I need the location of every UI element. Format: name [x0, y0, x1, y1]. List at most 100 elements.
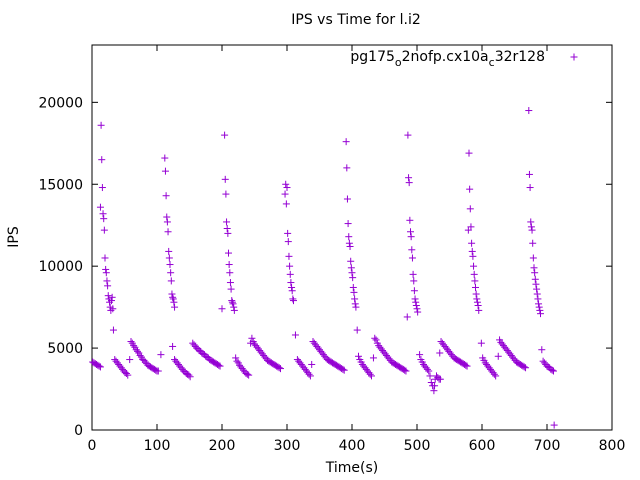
data-point [405, 174, 413, 182]
data-point [124, 371, 132, 379]
data-point [283, 184, 291, 192]
data-point [228, 298, 236, 306]
data-point [185, 371, 193, 379]
data-point [215, 361, 223, 369]
data-point [533, 285, 541, 293]
x-tick-label: 600 [469, 438, 496, 454]
x-tick-label: 400 [339, 438, 366, 454]
data-point [531, 269, 539, 277]
data-point [410, 277, 418, 285]
data-point [475, 306, 483, 314]
data-point [352, 303, 360, 311]
data-point [108, 297, 115, 305]
data-point [186, 373, 194, 381]
x-axis-label: Time(s) [325, 460, 378, 476]
data-point [466, 205, 474, 213]
data-point [474, 301, 482, 309]
data-points [89, 107, 558, 429]
data-point [104, 292, 112, 300]
data-point [535, 303, 543, 311]
data-point [104, 282, 112, 290]
data-point [345, 233, 353, 241]
data-point [471, 277, 479, 285]
data-point [291, 331, 299, 339]
data-point [372, 336, 380, 344]
data-point [431, 382, 439, 390]
x-tick-label: 0 [88, 438, 97, 454]
data-point [109, 305, 117, 313]
data-point [109, 326, 117, 334]
data-point [529, 254, 537, 262]
data-point [472, 283, 479, 291]
data-point [532, 280, 540, 288]
data-point [436, 375, 444, 383]
data-point [163, 218, 171, 226]
data-point [533, 290, 541, 298]
data-point [402, 367, 410, 375]
data-point [157, 351, 165, 359]
legend-marker-plus [570, 53, 578, 61]
data-point [168, 290, 176, 298]
data-point [490, 370, 498, 378]
data-point [96, 363, 104, 371]
plot-frame [91, 44, 613, 431]
data-point [287, 279, 295, 287]
data-point [355, 352, 362, 360]
data-point [468, 247, 476, 255]
data-point [344, 220, 352, 228]
data-point [102, 265, 110, 273]
data-point [282, 200, 290, 208]
data-point [348, 269, 356, 277]
y-tick-label: 5000 [47, 341, 83, 357]
data-point [527, 218, 535, 226]
data-point [165, 254, 173, 262]
data-point [526, 184, 534, 192]
data-point [216, 362, 224, 370]
data-point [230, 306, 238, 314]
data-point [534, 295, 542, 303]
data-point [102, 269, 110, 277]
data-point [103, 277, 111, 285]
data-point [286, 262, 294, 270]
data-point [404, 131, 412, 139]
data-point [436, 349, 444, 357]
data-point [351, 295, 359, 303]
legend-label: pg175o2nofp.cx10ac32r128 [350, 49, 545, 69]
data-point [413, 305, 421, 313]
data-point [407, 233, 415, 241]
data-point [412, 301, 420, 309]
data-point [369, 354, 377, 362]
data-point [550, 421, 558, 429]
data-point [349, 274, 357, 282]
data-point [167, 269, 175, 277]
data-point [134, 347, 141, 355]
data-point [472, 290, 480, 298]
y-tick-label: 0 [74, 423, 83, 439]
data-point [226, 269, 234, 277]
data-point [406, 216, 414, 224]
data-point [97, 121, 105, 129]
data-point [227, 285, 235, 293]
data-point [467, 223, 475, 231]
data-point [470, 270, 478, 278]
data-point [161, 167, 169, 175]
data-point [228, 297, 236, 305]
data-point [95, 362, 103, 370]
data-point [166, 261, 174, 269]
data-point [531, 275, 539, 283]
data-point [226, 279, 234, 287]
data-point [136, 351, 144, 359]
data-point [96, 203, 104, 211]
data-point [550, 367, 557, 375]
data-point [536, 306, 544, 314]
data-point [353, 326, 361, 334]
data-point [127, 338, 135, 346]
data-point [98, 184, 106, 192]
x-tick-label: 100 [144, 438, 171, 454]
data-point [284, 238, 292, 246]
axis-ticks: 0 100 200 300 400 500 600 700 800 0 5000 10000 15000… [38, 45, 625, 454]
data-point [468, 239, 476, 247]
data-point [409, 270, 417, 278]
data-point [98, 156, 106, 164]
